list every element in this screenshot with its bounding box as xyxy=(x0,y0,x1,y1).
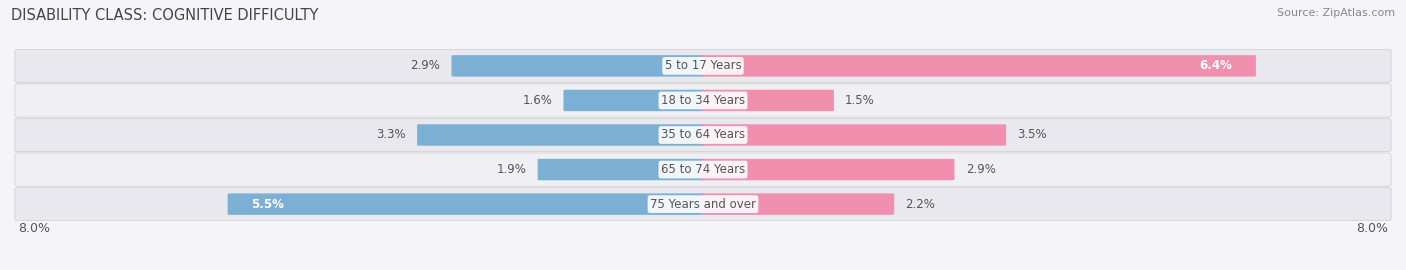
FancyBboxPatch shape xyxy=(228,193,704,215)
FancyBboxPatch shape xyxy=(15,153,1391,186)
Text: 8.0%: 8.0% xyxy=(1355,222,1388,235)
Text: 65 to 74 Years: 65 to 74 Years xyxy=(661,163,745,176)
Text: 75 Years and over: 75 Years and over xyxy=(650,198,756,211)
FancyBboxPatch shape xyxy=(702,90,834,111)
Text: 35 to 64 Years: 35 to 64 Years xyxy=(661,129,745,141)
FancyBboxPatch shape xyxy=(15,119,1391,151)
Text: 2.9%: 2.9% xyxy=(966,163,995,176)
Text: DISABILITY CLASS: COGNITIVE DIFFICULTY: DISABILITY CLASS: COGNITIVE DIFFICULTY xyxy=(11,8,319,23)
Text: 5.5%: 5.5% xyxy=(250,198,284,211)
FancyBboxPatch shape xyxy=(702,124,1007,146)
FancyBboxPatch shape xyxy=(15,84,1391,117)
FancyBboxPatch shape xyxy=(15,188,1391,221)
FancyBboxPatch shape xyxy=(702,193,894,215)
Text: 1.6%: 1.6% xyxy=(523,94,553,107)
Text: 2.9%: 2.9% xyxy=(411,59,440,72)
FancyBboxPatch shape xyxy=(15,49,1391,82)
FancyBboxPatch shape xyxy=(537,159,704,180)
Text: 5 to 17 Years: 5 to 17 Years xyxy=(665,59,741,72)
Text: 8.0%: 8.0% xyxy=(18,222,51,235)
FancyBboxPatch shape xyxy=(564,90,704,111)
FancyBboxPatch shape xyxy=(418,124,704,146)
FancyBboxPatch shape xyxy=(702,55,1256,77)
Text: 18 to 34 Years: 18 to 34 Years xyxy=(661,94,745,107)
Text: 1.9%: 1.9% xyxy=(496,163,526,176)
Text: 1.5%: 1.5% xyxy=(845,94,875,107)
FancyBboxPatch shape xyxy=(451,55,704,77)
Text: 6.4%: 6.4% xyxy=(1199,59,1233,72)
FancyBboxPatch shape xyxy=(702,159,955,180)
Text: Source: ZipAtlas.com: Source: ZipAtlas.com xyxy=(1277,8,1395,18)
Text: 2.2%: 2.2% xyxy=(905,198,935,211)
Text: 3.3%: 3.3% xyxy=(377,129,406,141)
Text: 3.5%: 3.5% xyxy=(1018,129,1047,141)
